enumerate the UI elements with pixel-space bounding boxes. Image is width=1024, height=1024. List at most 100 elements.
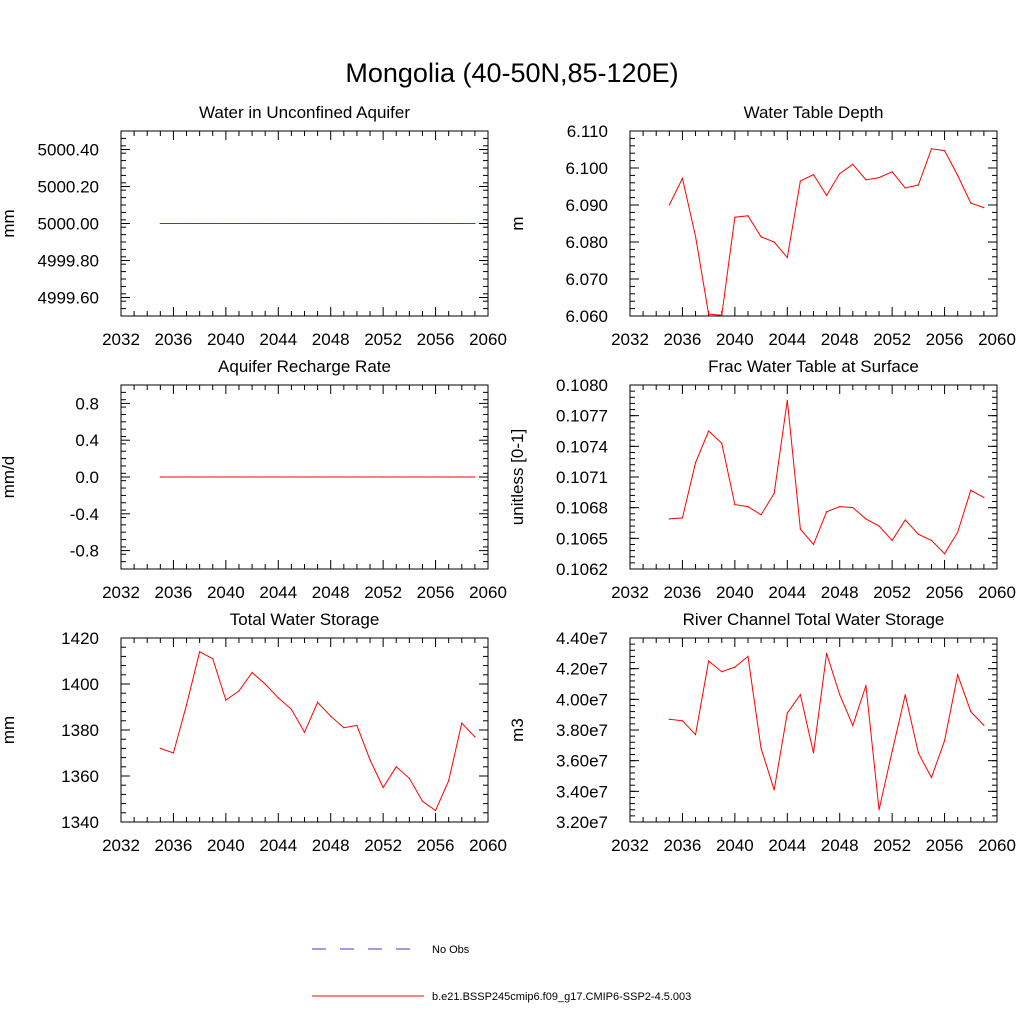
- data-point: [251, 476, 253, 478]
- x-tick-label: 2048: [821, 583, 859, 602]
- data-point: [826, 652, 828, 654]
- y-tick-label: 3.60e7: [556, 752, 608, 771]
- x-tick-label: 2056: [926, 330, 964, 349]
- data-point: [865, 179, 867, 181]
- x-tick-label: 2044: [768, 836, 806, 855]
- y-tick-label: 4.20e7: [556, 660, 608, 679]
- x-tick-label: 2032: [102, 330, 140, 349]
- data-point: [760, 514, 762, 516]
- data-point: [734, 216, 736, 218]
- data-point: [917, 184, 919, 186]
- panel-title: Frac Water Table at Surface: [708, 357, 919, 376]
- data-point: [891, 750, 893, 753]
- data-point: [708, 313, 710, 315]
- x-tick-label: 2048: [312, 836, 350, 855]
- data-point: [199, 651, 201, 653]
- data-point: [681, 720, 684, 722]
- data-point: [238, 690, 240, 692]
- x-tick-label: 2032: [102, 583, 140, 602]
- data-point: [970, 202, 972, 204]
- figure-title: Mongolia (40-50N,85-120E): [345, 58, 678, 88]
- data-point: [303, 222, 306, 225]
- x-tick-label: 2056: [926, 583, 964, 602]
- x-tick-label: 2044: [259, 583, 297, 602]
- y-tick-label: 1400: [61, 675, 99, 694]
- data-point: [317, 222, 319, 225]
- x-tick-label: 2048: [312, 583, 350, 602]
- data-point: [408, 222, 410, 225]
- data-point: [878, 177, 880, 179]
- y-tick-label: 5000.40: [38, 141, 99, 160]
- series-line: [160, 651, 476, 812]
- data-point: [760, 236, 762, 238]
- data-point: [277, 697, 279, 699]
- data-point: [172, 222, 175, 225]
- data-point: [408, 777, 410, 779]
- y-tick-label: 4999.80: [38, 252, 99, 271]
- data-point: [957, 174, 959, 176]
- data-point: [878, 809, 880, 811]
- data-point: [917, 533, 919, 535]
- data-point: [290, 476, 292, 478]
- data-point: [199, 476, 201, 478]
- data-point: [930, 539, 933, 541]
- data-point: [172, 752, 175, 754]
- data-point: [369, 759, 371, 761]
- x-tick-label: 2036: [664, 583, 702, 602]
- chart-panel-3: Aquifer Recharge Rate mm/d 2032 2036 2040 204…: [0, 357, 507, 602]
- data-point: [461, 476, 463, 478]
- data-point: [734, 666, 736, 668]
- y-tick-label: 6.090: [565, 196, 608, 215]
- x-tick-label: 2048: [821, 330, 859, 349]
- data-point: [434, 222, 437, 225]
- data-point: [395, 476, 397, 478]
- legend: No Obs b.e21.BSSP245cmip6.f09_g17.CMIP6-…: [312, 944, 691, 1003]
- data-point: [264, 476, 266, 478]
- x-tick-label: 2048: [312, 330, 350, 349]
- x-tick-label: 2052: [873, 836, 911, 855]
- data-point: [474, 222, 476, 225]
- x-tick-label: 2060: [469, 330, 507, 349]
- x-tick-label: 2052: [364, 583, 402, 602]
- data-point: [786, 256, 788, 259]
- data-point: [786, 399, 788, 401]
- data-point: [330, 476, 332, 478]
- y-tick-label: 0.8: [75, 394, 99, 413]
- data-point: [474, 736, 476, 738]
- y-axis-label: mm: [0, 716, 18, 744]
- y-tick-label: 5000.00: [38, 215, 99, 234]
- data-point: [957, 531, 959, 533]
- x-tick-label: 2060: [978, 583, 1016, 602]
- x-tick-label: 2060: [469, 836, 507, 855]
- data-point: [421, 800, 424, 802]
- y-tick-label: 1380: [61, 721, 99, 740]
- x-tick-label: 2060: [978, 330, 1016, 349]
- legend-model-label: b.e21.BSSP245cmip6.f09_g17.CMIP6-SSP2-4.…: [432, 991, 691, 1003]
- x-tick-label: 2032: [611, 583, 649, 602]
- data-point: [904, 694, 906, 696]
- series-line: [668, 148, 985, 316]
- data-point: [185, 704, 188, 706]
- data-point: [721, 314, 723, 316]
- data-point: [421, 222, 424, 225]
- x-tick-label: 2052: [364, 330, 402, 349]
- data-point: [159, 476, 161, 478]
- y-tick-label: -0.8: [70, 542, 99, 561]
- data-point: [369, 222, 371, 225]
- y-tick-label: 0.1068: [556, 499, 608, 518]
- data-point: [251, 671, 253, 674]
- data-point: [760, 747, 762, 750]
- data-point: [369, 476, 371, 478]
- data-point: [904, 519, 906, 521]
- data-point: [734, 504, 736, 506]
- data-point: [251, 222, 253, 225]
- y-tick-label: 0.1077: [556, 407, 608, 426]
- legend-obs-label: No Obs: [432, 944, 470, 956]
- data-point: [185, 222, 188, 225]
- data-point: [773, 241, 775, 243]
- y-tick-label: 4.40e7: [556, 629, 608, 648]
- chart-panel-2: Water Table Depth m 2032 2036 2040 2044 2048 20…: [508, 103, 1016, 349]
- x-tick-label: 2044: [768, 330, 806, 349]
- data-point: [225, 699, 227, 701]
